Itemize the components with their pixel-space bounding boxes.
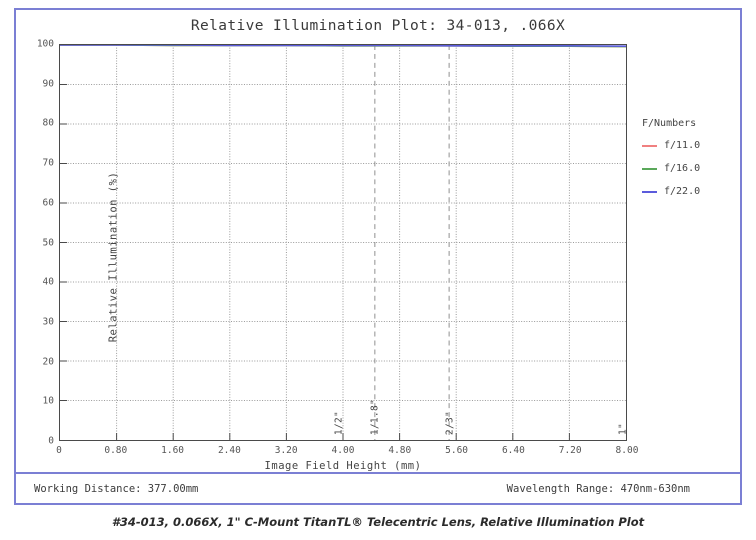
chart-panel: Relative Illumination Plot: 34-013, .066…: [14, 8, 742, 505]
legend-line-swatch-icon: [642, 167, 657, 170]
sensor-format-marker: 1": [618, 423, 629, 435]
x-axis-label: Image Field Height (mm): [264, 460, 422, 472]
sensor-format-marker: 2/3": [444, 411, 455, 435]
plot-canvas: [60, 45, 626, 440]
wavelength-range-text: Wavelength Range: 470nm-630nm: [506, 482, 690, 495]
legend-item-f-16-0[interactable]: f/16.0: [642, 163, 738, 174]
legend-item-f-22-0[interactable]: f/22.0: [642, 186, 738, 197]
plot-area: 0 10 20 30 40 50 60 70 80 90 100 0 0.80 1.60 2.40 3.20…: [37, 39, 639, 457]
info-bar: Working Distance: 377.00mm Wavelength Ra…: [14, 472, 742, 505]
y-tick-label: 10: [42, 395, 54, 407]
sensor-format-label: 1/2": [333, 410, 345, 435]
y-tick-label: 70: [42, 157, 54, 169]
x-tick-label: 1.60: [161, 445, 185, 456]
y-tick-label: 100: [36, 38, 54, 50]
sensor-format-label: 1/1.8": [369, 398, 381, 435]
x-tick-label: 0.80: [104, 445, 128, 456]
y-tick-label: 60: [42, 197, 54, 209]
y-tick-label: 90: [42, 78, 54, 90]
x-tick-label: 3.20: [274, 445, 298, 456]
y-tick-label: 20: [42, 356, 54, 368]
legend: F/Numbers f/11.0 f/16.0 f/22.0: [642, 118, 738, 209]
legend-line-swatch-icon: [642, 190, 657, 193]
legend-line-swatch-icon: [642, 144, 657, 147]
y-tick-label: 0: [48, 435, 54, 447]
x-tick-label: 5.60: [445, 445, 469, 456]
working-distance-text: Working Distance: 377.00mm: [34, 482, 199, 495]
x-tick-label: 4.00: [331, 445, 355, 456]
legend-entries: f/11.0 f/16.0 f/22.0: [642, 140, 738, 197]
x-tick-label: 7.20: [558, 445, 582, 456]
plot-frame: [59, 44, 627, 441]
legend-item-f-11-0[interactable]: f/11.0: [642, 140, 738, 151]
legend-item-label: f/22.0: [664, 186, 701, 197]
sensor-format-marker: 1/2": [334, 411, 345, 435]
y-tick-label: 40: [42, 276, 54, 288]
x-tick-label: 8.00: [615, 445, 639, 456]
sensor-format-label: 2/3": [444, 410, 455, 435]
x-tick-label: 0: [56, 445, 62, 456]
y-tick-label: 80: [42, 117, 54, 129]
figure-caption: #34-013, 0.066X, 1" C-Mount TitanTL® Tel…: [111, 515, 645, 529]
legend-title: F/Numbers: [642, 118, 697, 129]
page-title: Relative Illumination Plot: 34-013, .066…: [190, 18, 566, 34]
legend-item-label: f/11.0: [664, 140, 701, 151]
x-tick-label: 6.40: [501, 445, 525, 456]
x-tick-label: 4.80: [388, 445, 412, 456]
x-tick-label: 2.40: [217, 445, 241, 456]
y-tick-label: 50: [42, 237, 54, 248]
sensor-format-marker: 1/1.8": [369, 399, 380, 435]
y-tick-label: 30: [42, 316, 54, 328]
legend-item-label: f/16.0: [664, 163, 701, 174]
sensor-format-label: 1": [617, 422, 629, 435]
